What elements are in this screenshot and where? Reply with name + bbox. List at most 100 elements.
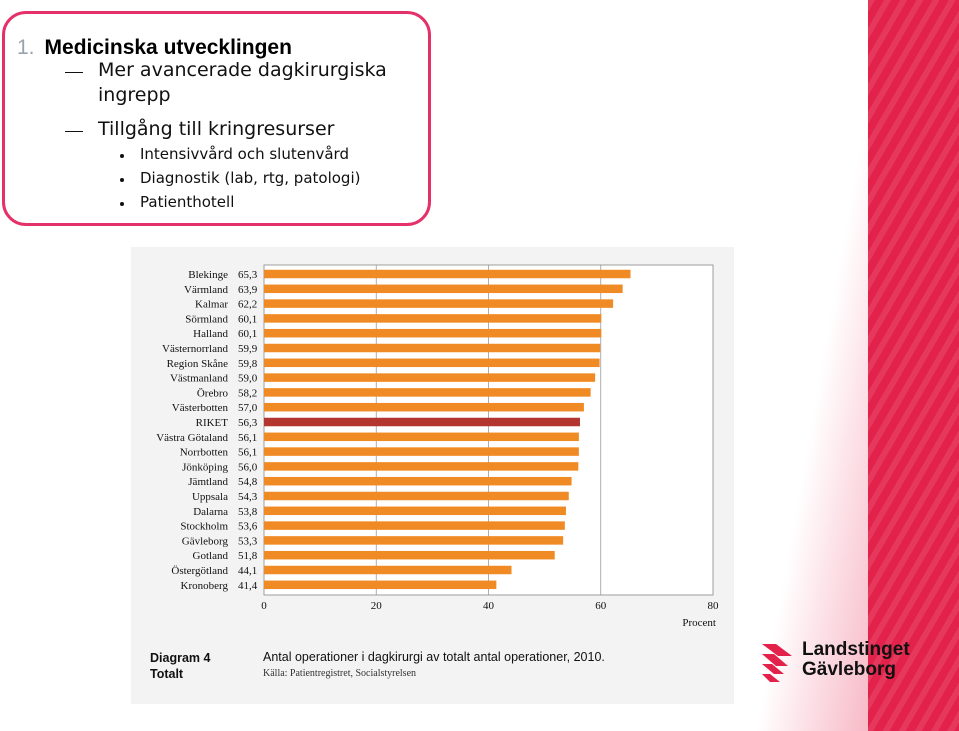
bar [264, 536, 564, 545]
decor-stripe [868, 0, 959, 731]
bar [264, 358, 600, 368]
category-label: Norrbotten [180, 447, 229, 459]
category-label: Örebro [197, 387, 229, 399]
bar [264, 462, 579, 471]
bar [264, 550, 555, 560]
x-axis-label: Procent [682, 617, 716, 629]
value-label: 59,8 [238, 358, 258, 370]
value-label: 58,2 [238, 387, 257, 399]
category-label: Gävleborg [182, 535, 229, 547]
bar [264, 269, 631, 279]
chart-panel: 0 20 40 60 80 Procent Blekinge 65,3 Värmland 63,9… [131, 247, 734, 704]
category-label: Värmland [184, 284, 228, 296]
x-tick-label: 0 [261, 600, 267, 612]
value-label: 56,1 [238, 432, 257, 444]
value-label: 56,0 [238, 461, 258, 473]
category-label: Gotland [193, 550, 229, 562]
figure-label-line1: Diagram 4 [150, 651, 211, 665]
category-label: Region Skåne [167, 358, 229, 370]
bar [264, 284, 623, 294]
bar [264, 491, 569, 501]
sub-item: ingrepp [98, 84, 171, 106]
value-label: 60,1 [238, 328, 257, 340]
logo: Landstinget Gävleborg [762, 640, 922, 690]
sub-item: Mer avancerade dagkirurgiska [98, 59, 387, 81]
category-label: Västernorrland [162, 343, 228, 355]
value-label: 41,4 [238, 580, 258, 592]
logo-line1: Landstinget [802, 639, 910, 660]
category-label: Jämtland [188, 476, 228, 488]
x-tick-label: 40 [483, 600, 495, 612]
logo-text: Landstinget Gävleborg [802, 640, 910, 680]
bullet-item: Patienthotell [140, 193, 235, 211]
logo-line2: Gävleborg [802, 659, 896, 680]
category-label: Sörmland [185, 313, 228, 325]
bar [264, 388, 591, 397]
bar [264, 343, 601, 353]
title-box: 1. Medicinska utvecklingen Mer avancerade… [2, 11, 431, 226]
value-label: 54,8 [238, 476, 258, 488]
category-label: Uppsala [192, 491, 228, 503]
category-label: Västerbotten [172, 402, 229, 414]
bar [264, 521, 565, 530]
value-label: 65,3 [238, 269, 258, 281]
category-label: Östergötland [171, 565, 228, 577]
value-label: 44,1 [238, 565, 257, 577]
value-label: 59,9 [238, 343, 258, 355]
dash-marker [65, 72, 83, 73]
logo-mark-icon [762, 644, 792, 682]
category-label: Blekinge [188, 269, 228, 281]
title-number: 1. [17, 36, 35, 59]
value-label: 53,3 [238, 535, 258, 547]
category-label: Kalmar [195, 299, 228, 311]
category-label: Västmanland [170, 373, 229, 385]
bar [264, 373, 596, 382]
value-label: 54,3 [238, 491, 258, 503]
category-label: RIKET [196, 417, 229, 429]
bar [264, 417, 580, 427]
bullet-item: Intensivvård och slutenvård [140, 145, 349, 163]
figure-label: Diagram 4 Totalt [150, 650, 210, 682]
bar [264, 328, 602, 338]
bar-chart: 0 20 40 60 80 Procent Blekinge 65,3 Värmland 63,9… [156, 264, 720, 629]
value-label: 63,9 [238, 284, 258, 296]
bar [264, 432, 579, 442]
slide-title: 1. Medicinska utvecklingen [17, 36, 292, 60]
bullet-dot [120, 154, 124, 158]
bar [264, 580, 497, 590]
value-label: 56,3 [238, 417, 258, 429]
bullet-dot [120, 202, 124, 206]
bar [264, 402, 584, 412]
bullet-item: Diagnostik (lab, rtg, patologi) [140, 169, 361, 187]
bar [264, 476, 572, 486]
value-label: 56,1 [238, 447, 257, 459]
dash-marker [65, 131, 83, 132]
sub-item: Tillgång till kringresurser [98, 118, 335, 140]
bar [264, 506, 566, 516]
x-tick-label: 60 [595, 600, 607, 612]
bullet-dot [120, 178, 124, 182]
bar [264, 565, 512, 575]
value-label: 53,8 [238, 506, 258, 518]
value-label: 57,0 [238, 402, 258, 414]
bar [264, 447, 579, 456]
decor-gradient [749, 0, 869, 731]
category-label: Stockholm [180, 521, 228, 533]
category-label: Halland [193, 328, 228, 340]
value-label: 60,1 [238, 313, 257, 325]
figure-label-line2: Totalt [150, 667, 184, 681]
figure-title: Antal operationer i dagkirurgi av totalt… [263, 650, 605, 664]
x-tick-label: 20 [371, 600, 383, 612]
bar [264, 299, 614, 308]
value-label: 59,0 [238, 373, 258, 385]
x-tick-label: 80 [708, 600, 720, 612]
category-label: Kronoberg [181, 580, 229, 592]
title-text: Medicinska utvecklingen [44, 36, 292, 59]
value-label: 51,8 [238, 550, 258, 562]
category-label: Jönköping [182, 461, 228, 473]
category-label: Västra Götaland [156, 432, 228, 444]
value-label: 53,6 [238, 521, 258, 533]
bar [264, 314, 602, 323]
category-label: Dalarna [193, 506, 228, 518]
figure-source: Källa: Patientregistret, Socialstyrelsen [263, 668, 417, 679]
